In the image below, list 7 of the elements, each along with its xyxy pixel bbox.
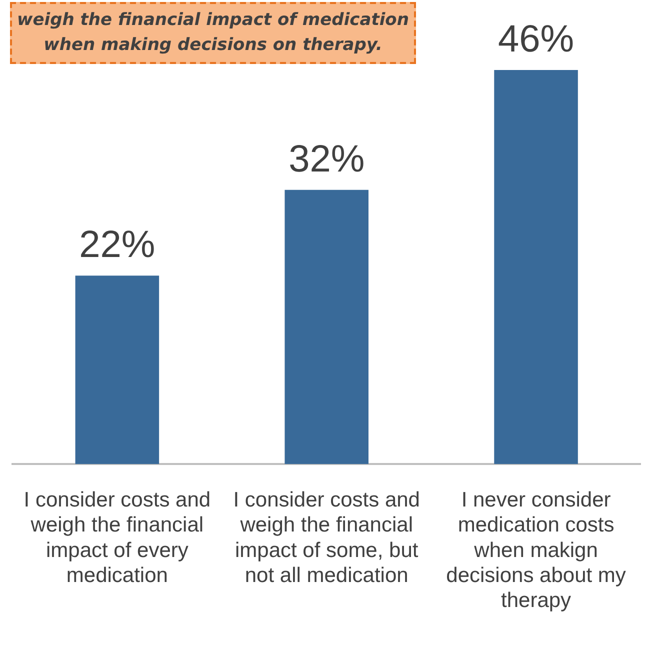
- data-label: 22%: [79, 224, 156, 266]
- text: weigh the financial impact of medication when making decisions on therapy.: [10, 2, 416, 64]
- x-tick-label: I consider costs and weigh the financial impact of some, but not all medication: [233, 488, 420, 587]
- x-tick-label: I never consider medication costs when makign decisions about my therapy: [446, 488, 626, 612]
- x-tick-label: I consider costs and weigh the financial impact of every medication: [24, 488, 211, 587]
- data-label: 46%: [498, 18, 574, 60]
- data-label: 32%: [288, 138, 365, 180]
